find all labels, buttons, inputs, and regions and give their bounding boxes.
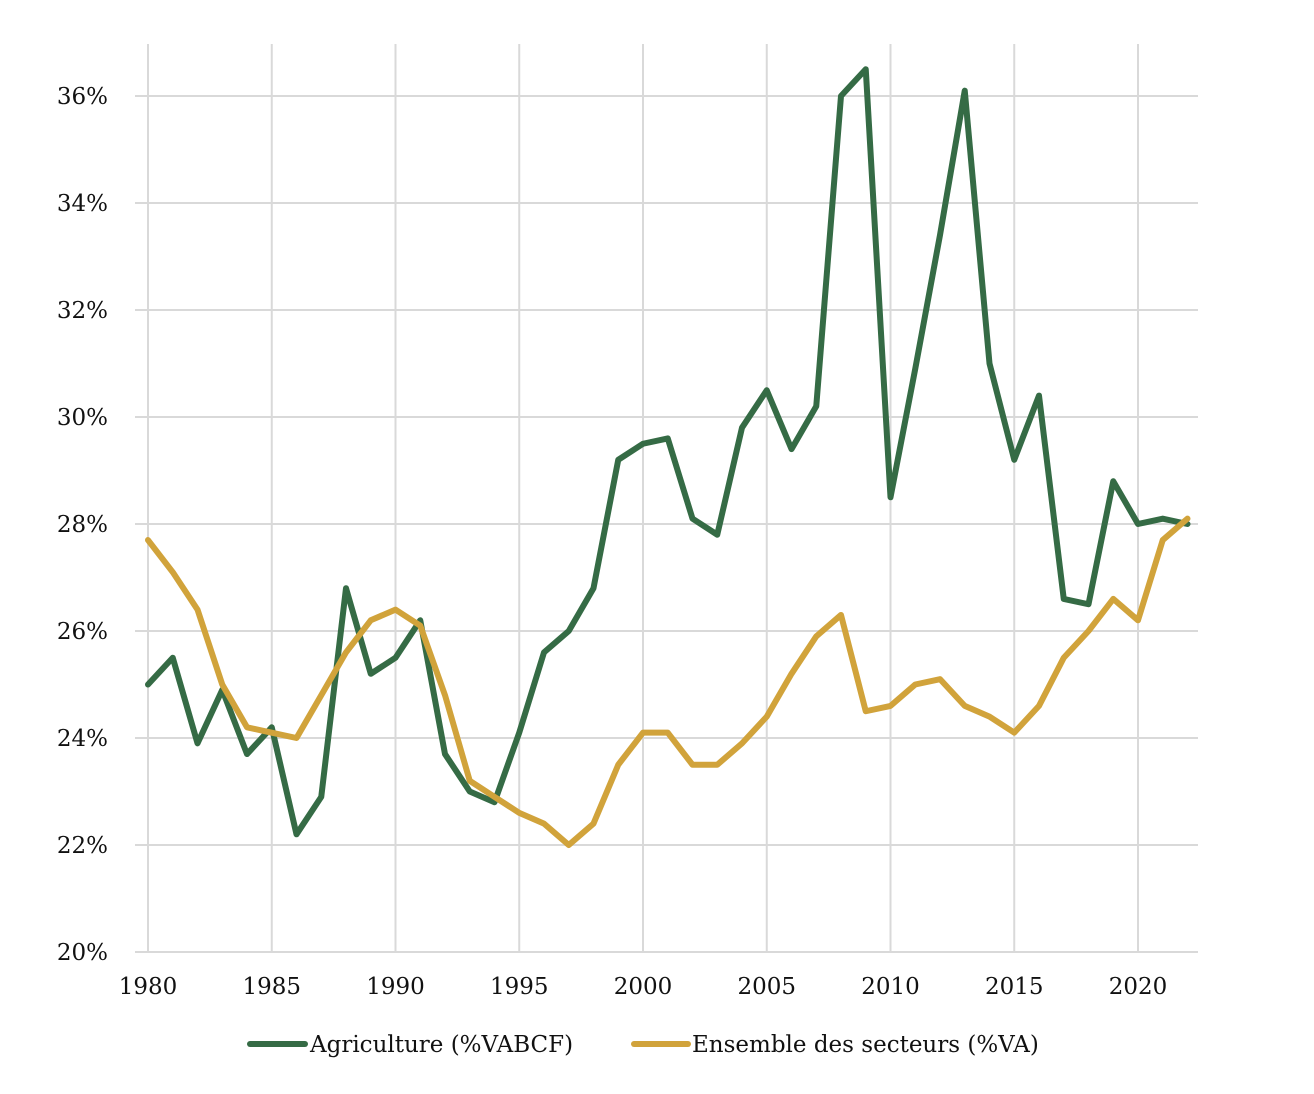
- x-tick-label-2020: 2020: [1109, 974, 1168, 1000]
- y-tick-label-34: 34%: [57, 191, 108, 217]
- x-tick-label-2005: 2005: [737, 974, 796, 1000]
- y-tick-label-24: 24%: [57, 726, 108, 752]
- series-layer: [145, 66, 1191, 848]
- agriculture-series-line: [145, 66, 1191, 838]
- x-tick-label-1985: 1985: [242, 974, 301, 1000]
- y-tick-label-32: 32%: [57, 298, 108, 324]
- x-tick-label-1990: 1990: [366, 974, 425, 1000]
- y-tick-label-36: 36%: [57, 84, 108, 110]
- y-tick-label-26: 26%: [57, 619, 108, 645]
- y-tick-labels: 20% 22% 24% 26% 28% 30% 32% 34% 36%: [57, 84, 108, 966]
- legend-agriculture-label: Agriculture (%VABCF): [309, 1032, 573, 1058]
- x-tick-label-1980: 1980: [119, 974, 178, 1000]
- x-tick-label-1995: 1995: [490, 974, 549, 1000]
- all-sectors-series-line: [145, 515, 1191, 848]
- horizontal-gridlines: [135, 95, 1198, 846]
- vertical-gridlines: [147, 44, 1139, 952]
- x-tick-label-2000: 2000: [614, 974, 673, 1000]
- legend-all-sectors-label: Ensemble des secteurs (%VA): [692, 1032, 1039, 1058]
- y-tick-label-28: 28%: [57, 512, 108, 538]
- x-tick-label-2015: 2015: [985, 974, 1044, 1000]
- y-tick-label-20: 20%: [57, 940, 108, 966]
- y-tick-label-22: 22%: [57, 833, 108, 859]
- y-tick-label-30: 30%: [57, 405, 108, 431]
- x-tick-label-2010: 2010: [861, 974, 920, 1000]
- legend: Agriculture (%VABCF) Ensemble des secteur…: [247, 1032, 1039, 1058]
- x-tick-labels: 1980 1985 1990 1995 2000 2005 2010 2015 2020: [119, 974, 1168, 1000]
